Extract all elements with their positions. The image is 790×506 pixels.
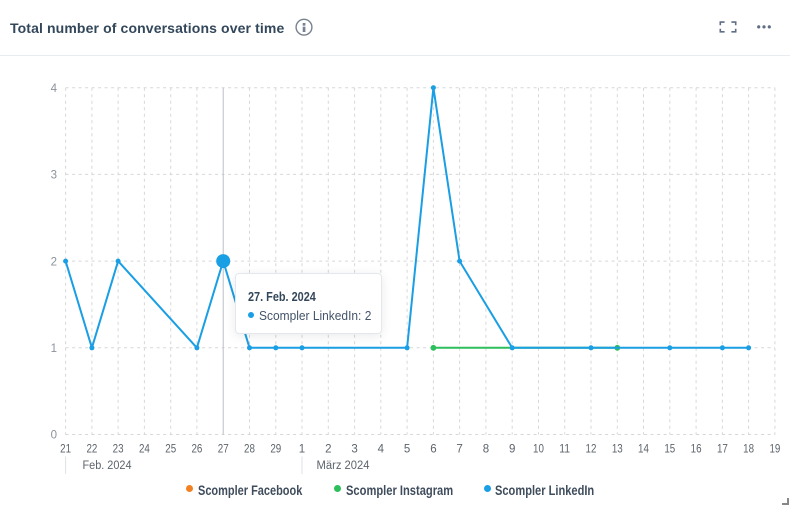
svg-text:9: 9 [509, 443, 515, 455]
svg-text:7: 7 [456, 443, 462, 455]
svg-text:28: 28 [244, 443, 255, 455]
svg-text:2: 2 [51, 256, 57, 268]
svg-text:22: 22 [86, 443, 97, 455]
svg-text:29: 29 [270, 443, 281, 455]
svg-text:25: 25 [165, 443, 176, 455]
svg-text:0: 0 [51, 430, 57, 442]
svg-text:24: 24 [139, 443, 150, 455]
svg-text:Feb. 2024: Feb. 2024 [83, 460, 133, 472]
svg-text:17: 17 [717, 443, 728, 455]
svg-text:3: 3 [51, 170, 57, 182]
svg-text:10: 10 [533, 443, 544, 455]
svg-text:4: 4 [378, 443, 385, 455]
svg-text:11: 11 [559, 443, 570, 455]
svg-text:18: 18 [743, 443, 754, 455]
svg-text:21: 21 [60, 443, 71, 455]
svg-text:16: 16 [691, 443, 702, 455]
svg-text:6: 6 [430, 443, 436, 455]
svg-text:8: 8 [483, 443, 489, 455]
svg-text:März 2024: März 2024 [317, 460, 371, 472]
svg-text:27: 27 [218, 443, 229, 455]
svg-text:12: 12 [586, 443, 597, 455]
svg-text:1: 1 [299, 443, 305, 455]
svg-text:15: 15 [664, 443, 675, 455]
svg-text:26: 26 [191, 443, 202, 455]
svg-text:3: 3 [351, 443, 357, 455]
svg-text:13: 13 [612, 443, 623, 455]
svg-text:1: 1 [51, 343, 57, 355]
svg-text:5: 5 [404, 443, 410, 455]
svg-text:4: 4 [51, 83, 58, 95]
svg-text:14: 14 [638, 443, 649, 455]
svg-text:23: 23 [113, 443, 124, 455]
svg-text:2: 2 [325, 443, 331, 455]
svg-text:19: 19 [769, 443, 780, 455]
